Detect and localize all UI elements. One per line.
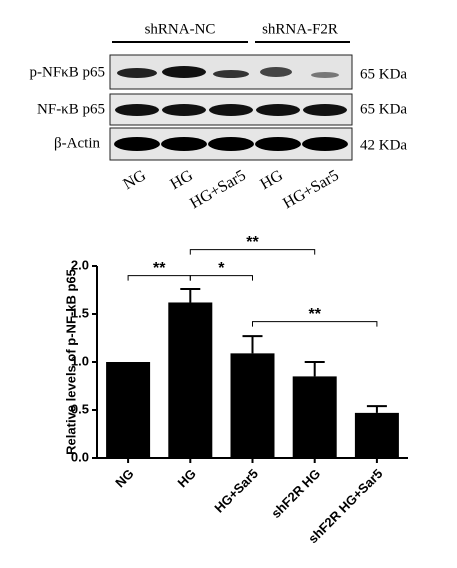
significance-label: **: [246, 234, 259, 251]
row-label: p-NFκB p65: [30, 64, 105, 80]
x-tick-label: NG: [112, 466, 136, 490]
band: [161, 137, 207, 151]
significance-bracket: [252, 321, 378, 327]
band: [256, 104, 300, 116]
significance-bracket: [189, 249, 316, 255]
lane-label: HG+Sar5: [280, 167, 342, 212]
bar: [354, 412, 399, 458]
band: [115, 104, 159, 116]
band: [303, 104, 347, 116]
band: [208, 137, 254, 151]
band: [311, 72, 339, 78]
bar: [168, 302, 213, 458]
row-size: 42 KDa: [360, 137, 407, 153]
band: [117, 68, 157, 78]
lane-label: HG: [257, 167, 286, 193]
y-axis-label: Relative levels of p-NF-kB p65: [63, 269, 78, 455]
bar: [230, 353, 275, 458]
significance-label: **: [308, 306, 321, 323]
bar: [292, 376, 337, 458]
band: [162, 66, 206, 78]
blot-membranes: [109, 41, 353, 161]
significance-label: **: [153, 260, 166, 277]
band: [213, 70, 249, 78]
lane-label: HG+Sar5: [187, 167, 249, 212]
significance-label: *: [218, 260, 225, 277]
band: [260, 67, 292, 77]
x-tick-label: shF2R HG: [268, 466, 323, 521]
y-tick-label: 0.5: [71, 401, 89, 416]
x-tick-label: HG: [174, 466, 198, 490]
band: [255, 137, 301, 151]
y-tick-label: 2.0: [71, 257, 89, 272]
lane-label: NG: [120, 167, 149, 193]
bar: [106, 362, 151, 458]
band: [162, 104, 206, 116]
row-size: 65 KDa: [360, 66, 407, 82]
lane-label: HG: [167, 167, 196, 193]
row-label: NF-κB p65: [37, 101, 105, 117]
group-label: shRNA-F2R: [262, 21, 338, 37]
x-tick-label: HG+Sar5: [211, 466, 261, 516]
row-label: β-Actin: [54, 135, 100, 151]
group-label: shRNA-NC: [145, 21, 216, 37]
y-tick-label: 1.0: [71, 353, 89, 368]
band: [209, 104, 253, 116]
significance-bracket: [189, 275, 253, 281]
row-size: 65 KDa: [360, 101, 407, 117]
y-tick-label: 0.0: [71, 449, 89, 464]
band: [114, 137, 160, 151]
y-tick-label: 1.5: [71, 305, 89, 320]
band: [302, 137, 348, 151]
